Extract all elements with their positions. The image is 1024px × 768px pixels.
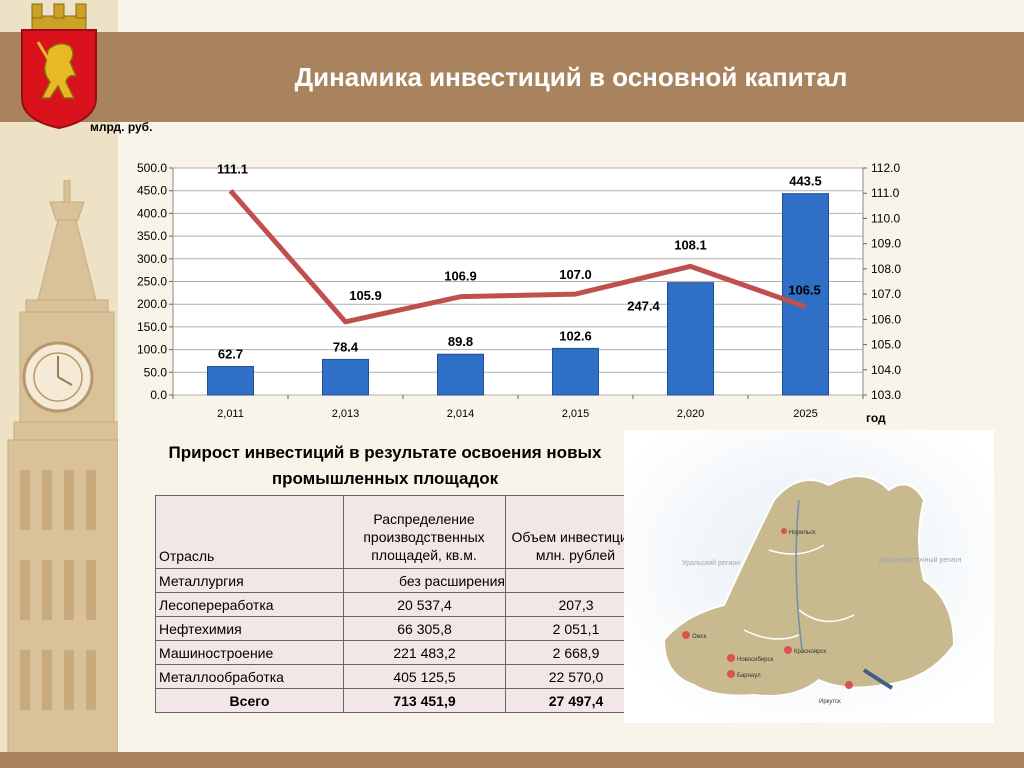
right-tick-label: 112.0 [871, 161, 900, 175]
cell-area: 66 305,8 [343, 616, 506, 641]
header-band [0, 32, 1024, 122]
right-tick-label: 110.0 [871, 211, 900, 225]
x-tick-label: 2,013 [332, 408, 360, 420]
x-tick-label: 2,015 [562, 408, 590, 420]
table-row: Металлообработка 405 125,5 22 570,0 [155, 664, 647, 689]
line-data-label: 108.1 [674, 237, 707, 252]
left-tick-label: 350.0 [137, 229, 167, 243]
bar [552, 347, 599, 396]
right-tick-label: 111.0 [871, 186, 900, 200]
investment-chart: 0.0 50.0 100.0 150.0 200.0 250.0 300.0 350.0 400… [137, 161, 901, 420]
bar-data-label: 78.4 [333, 339, 359, 354]
table-title: Прирост инвестиций в результате освоения… [168, 443, 602, 488]
city-coat-of-arms-icon [21, 3, 97, 130]
bar [437, 353, 484, 396]
cell-investment: 2 668,9 [505, 640, 647, 665]
cell-industry: Металлургия [155, 568, 344, 593]
table-row: Лесопереработка 20 537,4 207,3 [155, 592, 647, 617]
cell-total-area: 713 451,9 [343, 688, 506, 713]
header-investment: Объем инвестиций, млн. рублей [505, 495, 647, 569]
left-tick-label: 500.0 [137, 161, 167, 175]
left-tick-label: 250.0 [137, 275, 167, 289]
siberia-region-map: Уральский регион Дальневосточный регион … [624, 430, 994, 723]
map-label-ural: Уральский регион [682, 559, 740, 567]
right-tick-label: 107.0 [871, 287, 901, 301]
cell-total-investment: 27 497,4 [505, 688, 647, 713]
bar-data-label: 247.4 [627, 299, 660, 314]
cell-industry: Лесопереработка [155, 592, 344, 617]
left-tick-label: 50.0 [144, 365, 168, 379]
cell-area: 221 483,2 [343, 640, 506, 665]
cell-industry: Машиностроение [155, 640, 344, 665]
cell-industry: Нефтехимия [155, 616, 344, 641]
cell-investment: 2 051,1 [505, 616, 647, 641]
right-tick-label: 104.0 [871, 363, 901, 377]
line-data-label: 105.9 [349, 288, 382, 303]
right-tick-label: 103.0 [871, 388, 901, 402]
bar [322, 358, 369, 396]
footer-band [0, 752, 1024, 768]
x-tick-label: 2025 [793, 408, 817, 420]
left-tick-label: 400.0 [137, 206, 167, 220]
x-tick-label: 2,014 [447, 408, 475, 420]
line-data-label: 106.5 [788, 283, 821, 298]
bar-data-label: 443.5 [789, 174, 822, 189]
investment-table: Отрасль Распределение производственных п… [155, 495, 647, 713]
left-tick-label: 100.0 [137, 343, 167, 357]
bar [667, 282, 714, 396]
line-data-label: 106.9 [444, 269, 477, 284]
x-tick-label: 2,020 [677, 408, 705, 420]
cell-area: без расширения [343, 568, 506, 593]
cell-area: 20 537,4 [343, 592, 506, 617]
table-row: Нефтехимия 66 305,8 2 051,1 [155, 616, 647, 641]
map-label-novosibirsk: Новосибирск [737, 657, 774, 663]
bar [782, 193, 829, 396]
header-area: Распределение производственных площадей,… [343, 495, 506, 569]
y-axis-unit-label: млрд. руб. [90, 120, 153, 134]
line-data-label: 111.1 [217, 162, 248, 177]
map-label-barnaul: Барнаул [737, 673, 761, 679]
x-axis-label: год [866, 411, 886, 425]
cell-industry: Металлообработка [155, 664, 344, 689]
header-industry: Отрасль [155, 495, 344, 569]
table-total-row: Всего 713 451,9 27 497,4 [155, 688, 647, 713]
table-row: Машиностроение 221 483,2 2 668,9 [155, 640, 647, 665]
table-header-row: Отрасль Распределение производственных п… [155, 495, 647, 569]
cell-area: 405 125,5 [343, 664, 506, 689]
table-row: Металлургия без расширения [155, 568, 647, 593]
left-tick-label: 0.0 [150, 388, 167, 402]
right-tick-label: 109.0 [871, 237, 901, 251]
map-label-omsk: Омск [692, 634, 707, 640]
map-label-irkutsk: Иркутск [819, 699, 841, 705]
bar-data-label: 89.8 [448, 334, 473, 349]
slide-title: Динамика инвестиций в основной капитал [294, 62, 848, 92]
left-tick-label: 300.0 [137, 252, 167, 266]
left-tick-label: 450.0 [137, 184, 167, 198]
bar-data-label: 102.6 [559, 328, 592, 343]
line-data-label: 107.0 [559, 267, 592, 282]
right-tick-label: 106.0 [871, 312, 901, 326]
left-tick-label: 150.0 [137, 320, 167, 334]
right-tick-label: 108.0 [871, 262, 901, 276]
clock-tower-illustration [7, 180, 118, 755]
line-series [228, 189, 807, 325]
x-tick-label: 2,011 [217, 408, 244, 420]
cell-total-label: Всего [155, 688, 344, 713]
map-label-far-east: Дальневосточный регион [879, 556, 962, 564]
map-label-krasnoyarsk: Красноярск [794, 649, 826, 655]
right-tick-label: 105.0 [871, 338, 901, 352]
bar [207, 366, 254, 396]
map-label-norilsk: Норильск [789, 530, 816, 536]
left-tick-label: 200.0 [137, 297, 167, 311]
bar-data-label: 62.7 [218, 347, 243, 362]
cell-investment: 22 570,0 [505, 664, 647, 689]
